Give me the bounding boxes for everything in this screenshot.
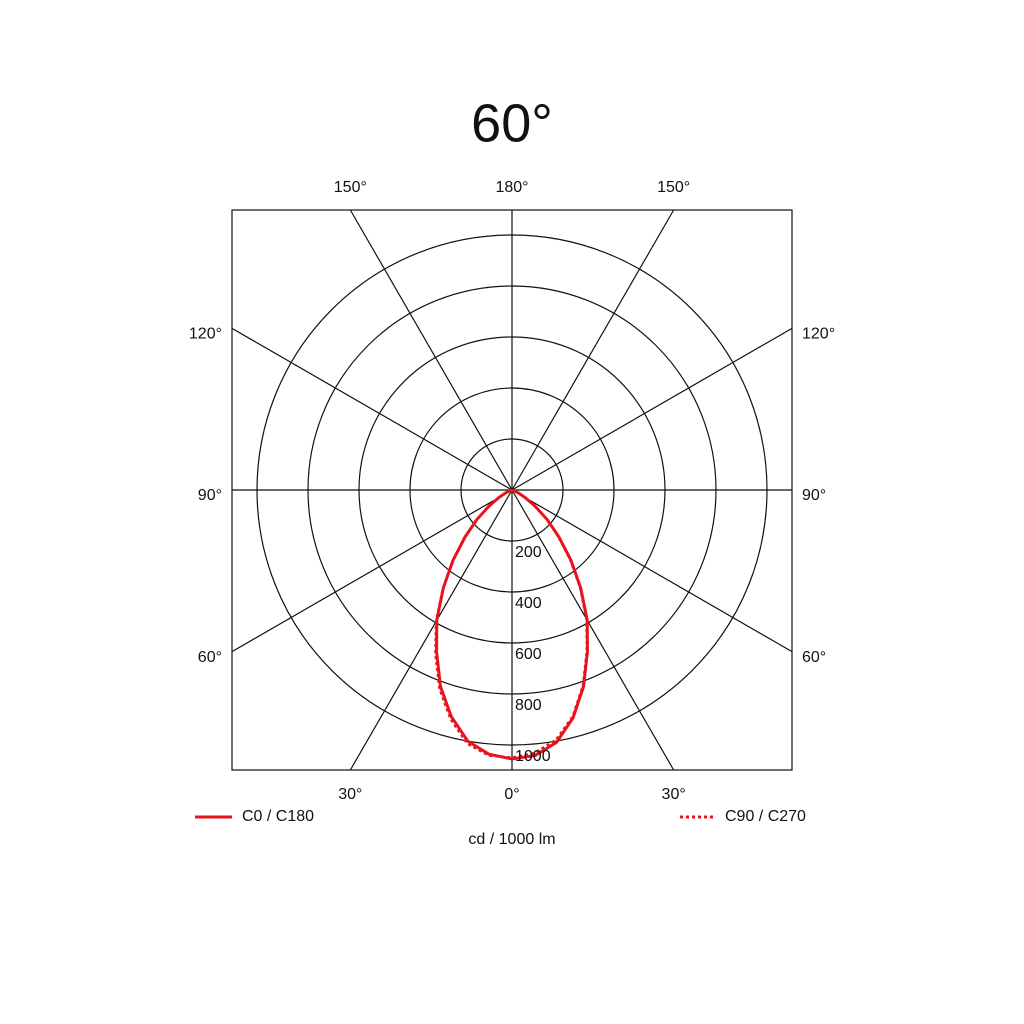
radial-tick-label: 1000 bbox=[515, 748, 551, 765]
grid-spoke bbox=[511, 327, 793, 491]
angle-label: 30° bbox=[338, 786, 362, 803]
grid-spoke bbox=[231, 489, 513, 653]
legend-label: C90 / C270 bbox=[725, 808, 806, 825]
angle-label: 120° bbox=[189, 326, 222, 343]
radial-tick-label: 200 bbox=[515, 544, 542, 561]
grid-spoke bbox=[231, 327, 513, 491]
radial-tick-label: 600 bbox=[515, 646, 542, 663]
grid-spoke bbox=[511, 489, 793, 653]
angle-label: 180° bbox=[495, 179, 528, 196]
grid-spoke bbox=[349, 489, 513, 771]
angle-label: 90° bbox=[198, 487, 222, 504]
angle-label: 0° bbox=[504, 786, 519, 803]
series-line bbox=[434, 488, 589, 760]
angle-label: 60° bbox=[198, 649, 222, 666]
grid-spoke bbox=[511, 209, 675, 491]
angle-label: 90° bbox=[802, 487, 826, 504]
axis-label: cd / 1000 lm bbox=[468, 831, 555, 848]
radial-tick-label: 400 bbox=[515, 595, 542, 612]
grid-spoke bbox=[511, 489, 675, 771]
chart-title: 60° bbox=[471, 93, 553, 153]
angle-label: 150° bbox=[657, 179, 690, 196]
grid-spoke bbox=[349, 209, 513, 491]
angle-label: 60° bbox=[802, 649, 826, 666]
legend-label: C0 / C180 bbox=[242, 808, 314, 825]
angle-label: 120° bbox=[802, 326, 835, 343]
angle-label: 30° bbox=[662, 786, 686, 803]
radial-tick-label: 800 bbox=[515, 697, 542, 714]
angle-label: 150° bbox=[334, 179, 367, 196]
